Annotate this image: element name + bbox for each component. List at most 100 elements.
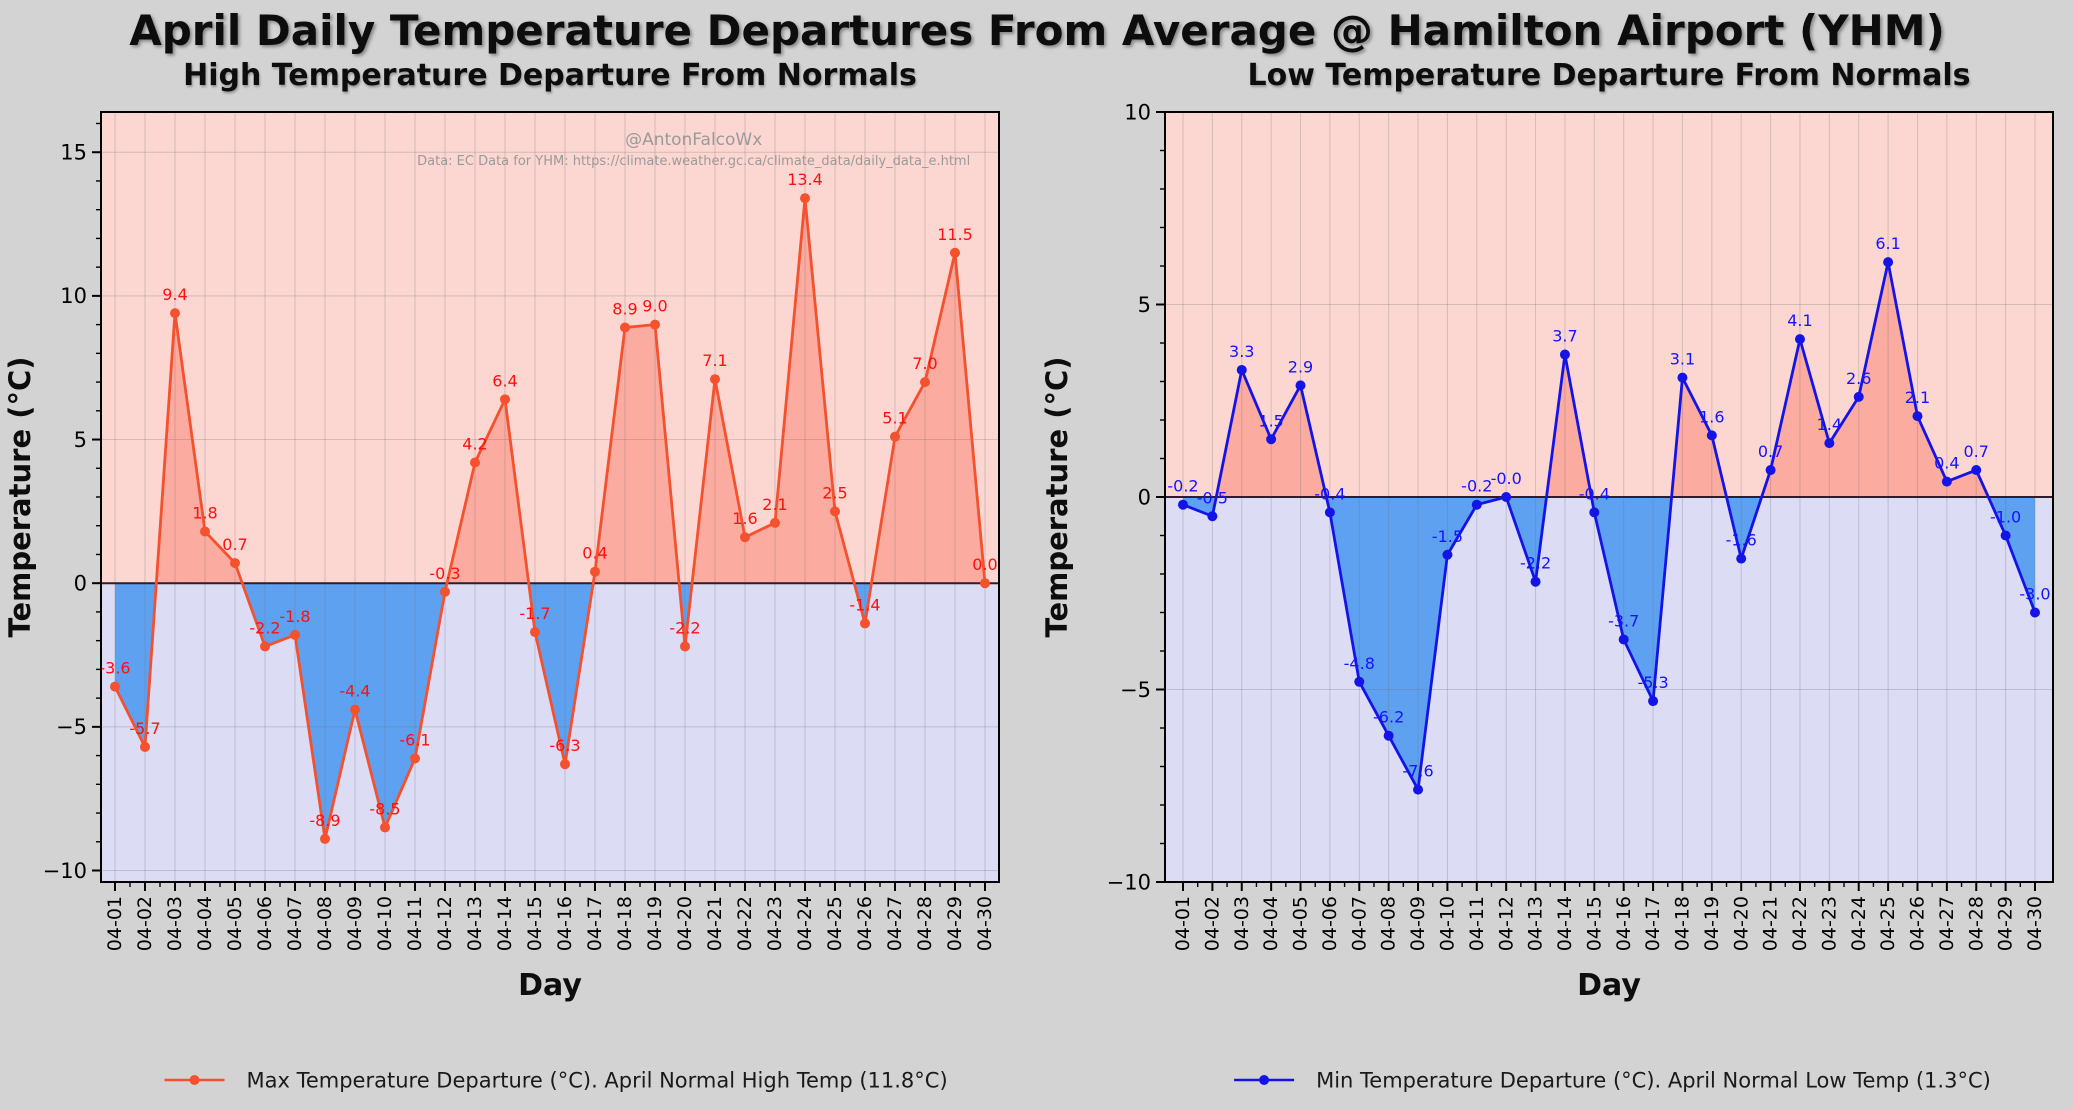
data-point-marker — [1824, 438, 1835, 449]
data-point-label: -6.2 — [1373, 708, 1404, 727]
data-point-marker — [1853, 391, 1864, 402]
data-point-label: 0.4 — [1934, 454, 1959, 473]
x-tick-label: 04-10 — [1436, 896, 1458, 951]
data-point-marker — [1618, 634, 1629, 645]
data-point-label: -2.2 — [669, 618, 700, 637]
data-point-marker — [920, 377, 930, 388]
legend-marker — [1259, 1075, 1270, 1085]
data-point-label: -1.7 — [519, 604, 550, 623]
low-temp-chart-panel: -0.2 -0.5 3.3 1.5 2.9 -0.4 -4.8 -6.2 -7.6 -1.5 -0.… — [1037, 57, 2074, 1110]
x-tick-label: 04-07 — [1348, 896, 1370, 951]
data-point-marker — [1706, 430, 1717, 441]
data-point-marker — [1324, 507, 1335, 518]
data-point-marker — [890, 431, 900, 442]
data-point-marker — [1501, 492, 1512, 502]
x-tick-label: 04-22 — [734, 896, 756, 951]
y-tick-label: −5 — [1120, 678, 1151, 702]
positive-departure-fill — [1183, 262, 2035, 497]
data-point-label: 11.5 — [937, 225, 973, 244]
data-point-marker — [560, 759, 570, 770]
y-tick-label: 5 — [1138, 293, 1151, 317]
data-point-label: 4.2 — [462, 435, 487, 454]
x-tick-label: 04-01 — [1172, 896, 1194, 951]
x-tick-label: 04-19 — [644, 896, 666, 951]
data-point-marker — [830, 506, 840, 517]
data-point-marker — [470, 457, 480, 468]
data-point-marker — [290, 629, 300, 640]
data-point-label: 0.7 — [222, 535, 247, 554]
x-tick-label: 04-17 — [584, 896, 606, 951]
data-point-marker — [1589, 507, 1600, 518]
high-temp-chart: -3.6-5.79.41.80.7-2.2-1.8-8.9-4.4-8.5-6.… — [3, 58, 1000, 1092]
data-point-label: 1.4 — [1817, 415, 1842, 434]
high-subplot-title: High Temperature Departure From Normals — [183, 58, 917, 93]
watermark-source: Data: EC Data for YHM: https://climate.w… — [417, 154, 970, 169]
data-point-label: -4.4 — [339, 682, 370, 701]
data-point-marker — [590, 566, 600, 577]
data-point-label: 9.0 — [642, 297, 667, 316]
x-tick-label: 04-30 — [2024, 896, 2046, 951]
x-tick-label: 04-15 — [1583, 896, 1605, 951]
high-legend: Max Temperature Departure (°C). April No… — [164, 1068, 948, 1092]
y-tick-label: 0 — [1138, 485, 1151, 509]
x-tick-label: 04-20 — [1730, 896, 1752, 951]
data-point-label: 8.9 — [612, 299, 637, 318]
data-point-label: 1.8 — [192, 503, 217, 522]
data-point-marker — [740, 532, 750, 543]
x-tick-label: 04-04 — [194, 896, 216, 951]
data-point-label: 2.6 — [1846, 369, 1871, 388]
data-point-marker — [1413, 784, 1424, 795]
high-y-axis-label: Temperature (°C) — [3, 357, 37, 638]
x-tick-label: 04-26 — [1907, 896, 1929, 951]
data-point-label: 2.1 — [762, 495, 787, 514]
data-point-label: 3.1 — [1670, 350, 1695, 369]
x-tick-label: 04-11 — [404, 896, 426, 951]
x-tick-label: 04-18 — [614, 896, 636, 951]
data-point-label: -3.7 — [1608, 611, 1639, 630]
x-tick-label: 04-04 — [1260, 896, 1282, 951]
x-tick-label: 04-06 — [1319, 896, 1341, 951]
data-point-marker — [1941, 476, 1952, 487]
data-point-marker — [1236, 364, 1247, 375]
data-point-marker — [2030, 607, 2040, 618]
data-point-label: -8.9 — [309, 811, 340, 830]
data-point-marker — [1383, 730, 1394, 741]
x-tick-label: 04-21 — [704, 896, 726, 951]
high-x-axis-label: Day — [518, 968, 582, 1003]
data-point-label: 5.1 — [882, 409, 907, 428]
x-tick-label: 04-23 — [764, 896, 786, 951]
data-point-label: -0.4 — [1314, 484, 1345, 503]
low-legend: Min Temperature Departure (°C). April No… — [1234, 1068, 1991, 1092]
data-point-marker — [230, 558, 240, 569]
x-tick-label: 04-02 — [1201, 896, 1223, 951]
data-point-label: -5.7 — [129, 719, 160, 738]
data-point-marker — [350, 704, 360, 715]
x-tick-label: 04-22 — [1789, 896, 1811, 951]
low-temp-chart: -0.2-0.53.31.52.9-0.4-4.8-6.2-7.6-1.5-0.… — [1040, 58, 2054, 1092]
data-point-marker — [1207, 511, 1218, 522]
watermark-handle: @AntonFalcoWx — [625, 130, 762, 150]
x-tick-label: 04-18 — [1672, 896, 1694, 951]
data-point-label: 2.5 — [822, 483, 847, 502]
x-tick-label: 04-27 — [884, 896, 906, 951]
x-tick-label: 04-03 — [1231, 896, 1253, 951]
data-point-label: -4.8 — [1344, 654, 1375, 673]
data-point-label: 6.1 — [1875, 234, 1900, 253]
data-point-label: 1.6 — [1699, 407, 1724, 426]
high-temp-chart-panel: -3.6 -5.7 9.4 1.8 0.7 -2.2 -1.8 -8.9 -4.4 -8.5 -6.… — [0, 57, 1037, 1110]
data-point-marker — [500, 394, 510, 405]
data-point-marker — [860, 618, 870, 629]
x-tick-label: 04-07 — [284, 896, 306, 951]
figure-title: April Daily Temperature Departures From … — [129, 6, 1945, 55]
data-point-marker — [1295, 380, 1306, 391]
data-point-marker — [680, 641, 690, 652]
data-point-marker — [1530, 576, 1541, 587]
x-tick-label: 04-28 — [914, 896, 936, 951]
data-point-label: 4.1 — [1787, 311, 1812, 330]
x-tick-label: 04-03 — [164, 896, 186, 951]
y-tick-label: 0 — [74, 572, 87, 596]
data-point-marker — [1794, 334, 1805, 345]
data-point-marker — [1883, 257, 1894, 268]
x-tick-label: 04-28 — [1965, 896, 1987, 951]
data-point-label: 13.4 — [787, 170, 823, 189]
